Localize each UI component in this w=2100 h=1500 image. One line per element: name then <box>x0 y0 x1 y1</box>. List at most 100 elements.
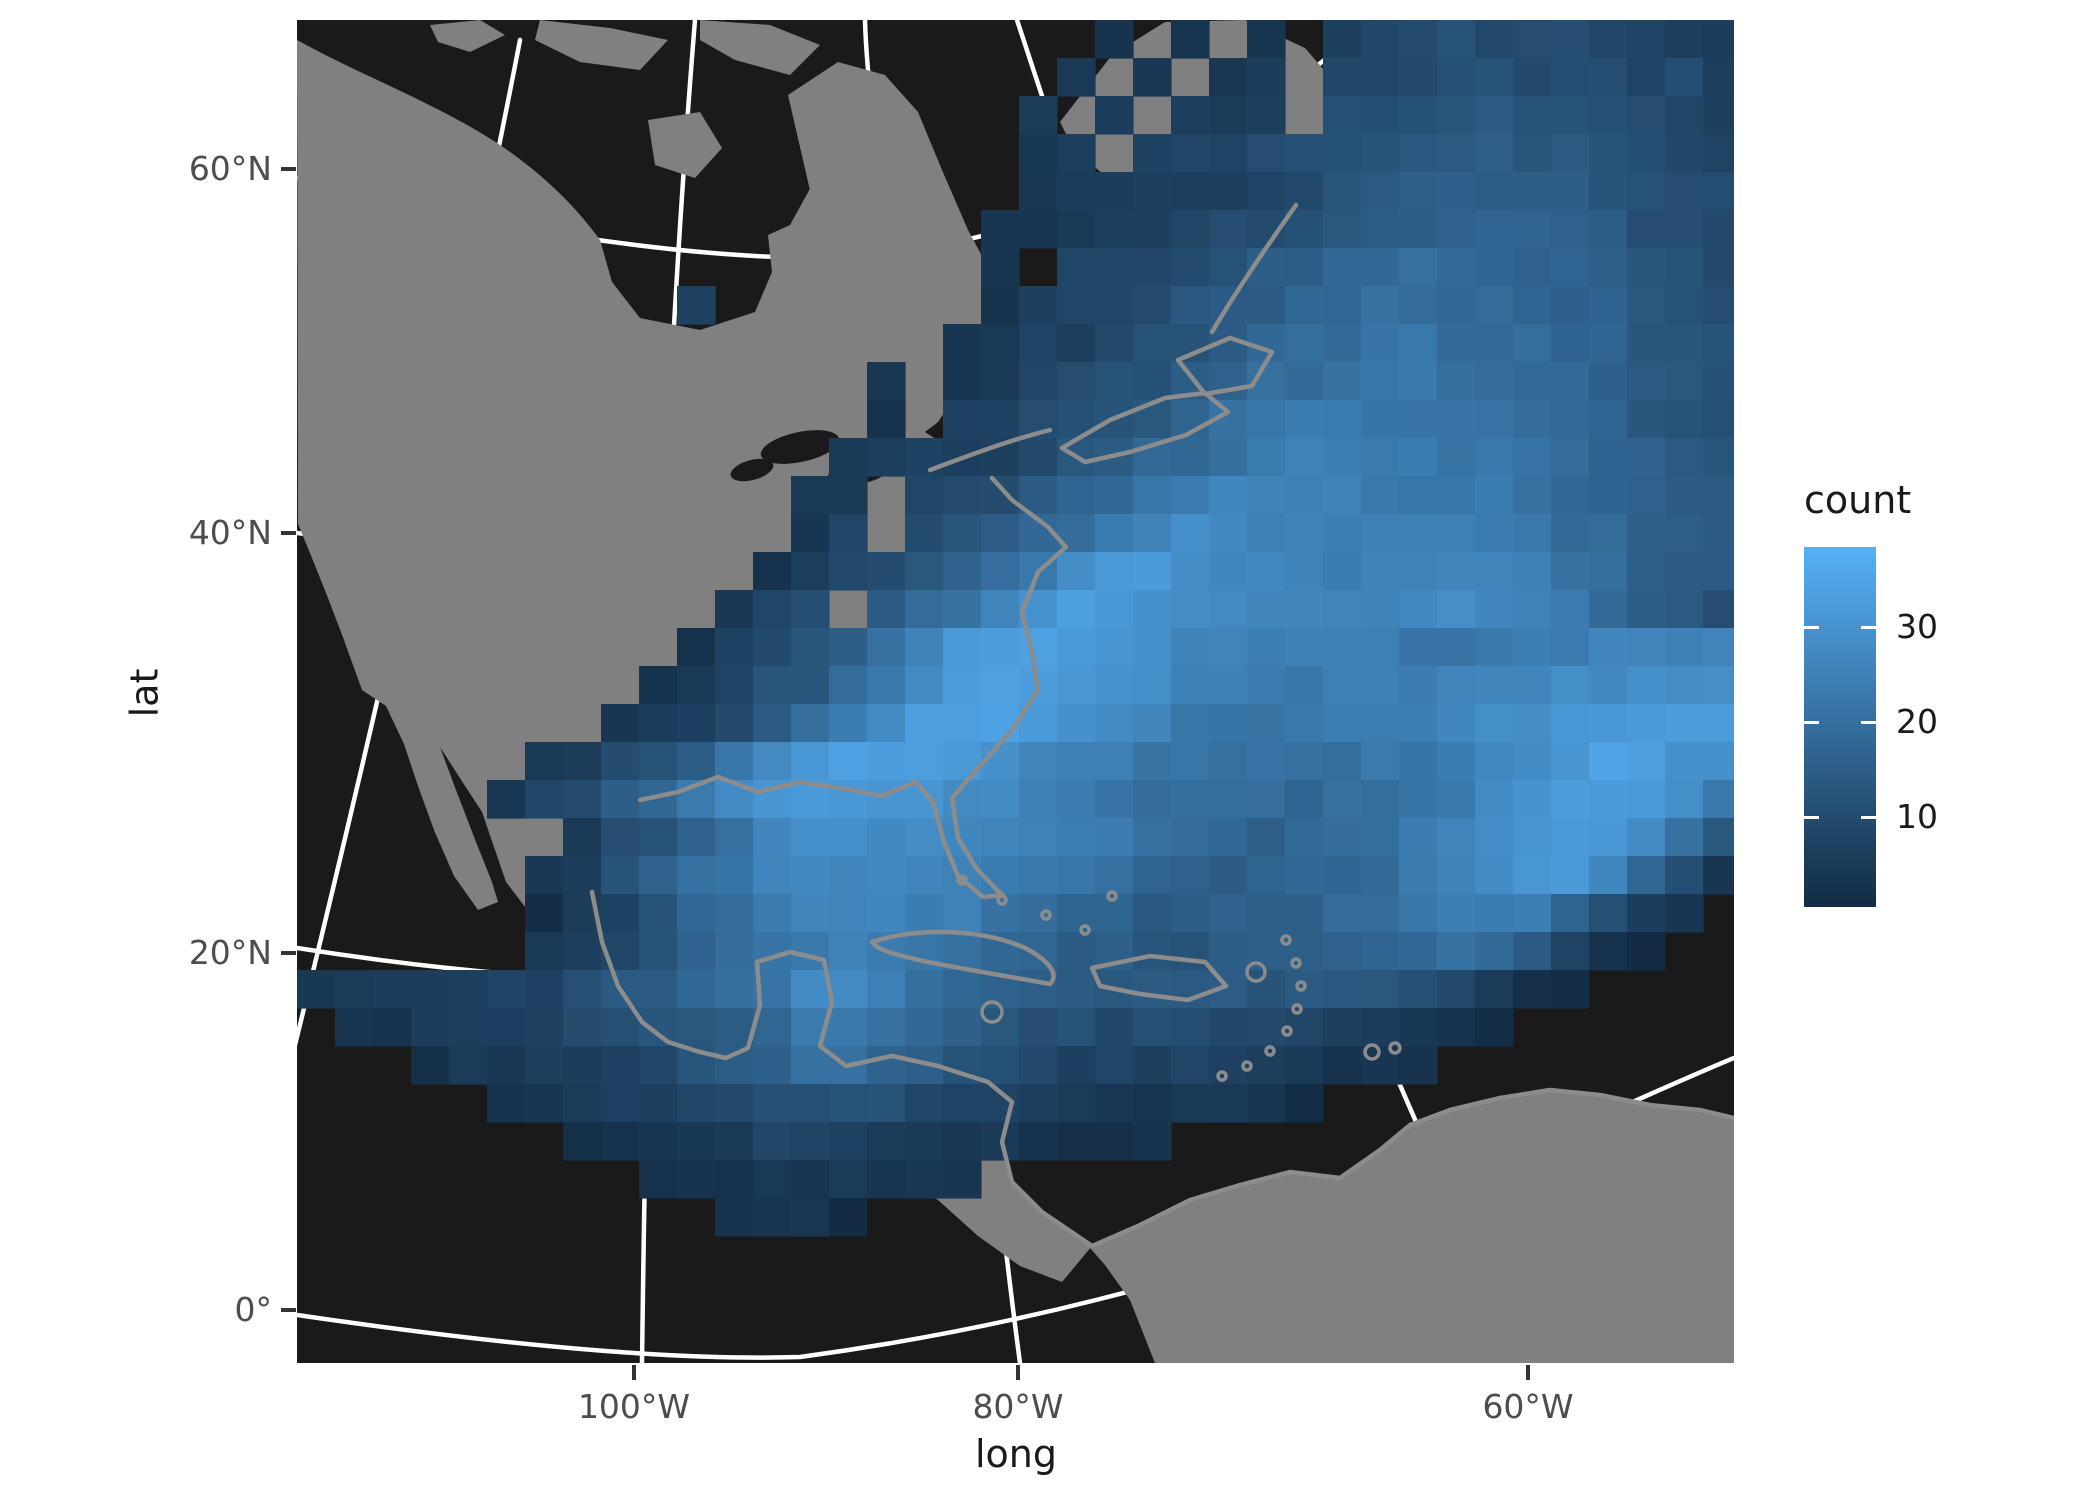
heat-tile <box>829 818 868 857</box>
heat-tile <box>981 704 1020 743</box>
heat-tile <box>1019 96 1058 135</box>
x-axis-tick-label: 100°W <box>577 1387 691 1426</box>
heat-tile <box>1095 818 1134 857</box>
heat-tile <box>1361 134 1400 173</box>
heat-tile <box>1589 172 1628 211</box>
heat-tile <box>1247 1084 1286 1123</box>
heat-tile <box>1475 590 1514 629</box>
heat-tile <box>791 476 830 515</box>
heat-tile <box>905 514 944 553</box>
heat-tile <box>715 894 754 933</box>
heat-tile <box>1323 286 1362 325</box>
heat-tile <box>1589 514 1628 553</box>
heat-tile <box>981 1046 1020 1085</box>
heat-tile <box>1171 20 1210 59</box>
heat-tile <box>1399 1046 1438 1085</box>
heat-tile <box>829 476 868 515</box>
heat-tile <box>1323 210 1362 249</box>
heat-tile <box>1437 286 1476 325</box>
land-polygon <box>788 62 1002 348</box>
heat-tile <box>1703 704 1734 743</box>
heat-tile <box>677 666 716 705</box>
heat-tile <box>1551 780 1590 819</box>
heat-tile <box>1209 742 1248 781</box>
heat-tile <box>1209 1046 1248 1085</box>
heat-tile <box>753 818 792 857</box>
heat-tile <box>297 970 336 1009</box>
heat-tile <box>1627 514 1666 553</box>
heat-tile <box>1171 476 1210 515</box>
heat-tile <box>1703 400 1734 439</box>
heat-tile <box>1665 362 1704 401</box>
heat-tile <box>1627 932 1666 971</box>
heat-tile <box>1209 590 1248 629</box>
heat-tile <box>1133 742 1172 781</box>
heat-tile <box>1171 552 1210 591</box>
lake <box>760 430 840 464</box>
heat-tile <box>1095 666 1134 705</box>
heat-tile <box>1551 552 1590 591</box>
heat-tile <box>1285 400 1324 439</box>
heat-tile <box>1627 286 1666 325</box>
heat-tile <box>1437 210 1476 249</box>
heat-tile <box>1475 96 1514 135</box>
heat-tile <box>1513 780 1552 819</box>
heat-tile <box>1095 20 1134 59</box>
heat-tile <box>905 1008 944 1047</box>
heat-tile <box>1703 286 1734 325</box>
heat-tile <box>1323 438 1362 477</box>
heat-tile <box>1057 286 1096 325</box>
heat-tile <box>1475 932 1514 971</box>
island-outline <box>1216 1070 1228 1082</box>
heat-tile <box>1627 248 1666 287</box>
land-polygon <box>430 20 505 52</box>
heat-tile <box>1703 628 1734 667</box>
heat-tile <box>677 628 716 667</box>
heat-tile <box>829 1008 868 1047</box>
island-outline <box>1281 1025 1293 1037</box>
heat-tile <box>677 1008 716 1047</box>
heat-tile <box>1285 780 1324 819</box>
heat-tile <box>905 590 944 629</box>
heat-tile <box>867 1084 906 1123</box>
heat-tile <box>1475 58 1514 97</box>
heat-tile <box>677 932 716 971</box>
heat-tile <box>1247 134 1286 173</box>
legend-tick-mark <box>1861 721 1876 724</box>
heat-tile <box>981 476 1020 515</box>
heat-tile <box>601 856 640 895</box>
heat-tile <box>1285 1046 1324 1085</box>
heat-tile <box>1133 58 1172 97</box>
heat-tile <box>1019 172 1058 211</box>
heat-tile <box>1133 324 1172 363</box>
heat-tile <box>1665 20 1704 59</box>
heat-tile <box>715 666 754 705</box>
heat-tile <box>1323 780 1362 819</box>
x-axis-tick-mark <box>632 1365 636 1380</box>
heat-tile <box>1095 172 1134 211</box>
heat-tile <box>1285 894 1324 933</box>
heat-tile <box>1399 476 1438 515</box>
heat-tile <box>829 666 868 705</box>
heat-tile <box>1095 96 1134 135</box>
heat-tile <box>791 666 830 705</box>
heat-tile <box>1323 742 1362 781</box>
heat-tile <box>1513 400 1552 439</box>
heat-tile <box>1665 590 1704 629</box>
heat-tile <box>1589 476 1628 515</box>
heat-tile <box>1057 1084 1096 1123</box>
heat-tile <box>753 742 792 781</box>
heat-tile <box>1057 324 1096 363</box>
heat-tile <box>1475 400 1514 439</box>
heat-tile <box>1703 438 1734 477</box>
heat-tile <box>1627 780 1666 819</box>
heat-tile <box>1361 894 1400 933</box>
heat-tile <box>639 1008 678 1047</box>
heat-tile <box>1627 894 1666 933</box>
heat-tile <box>1133 172 1172 211</box>
heat-tile <box>905 704 944 743</box>
heat-tile <box>1247 742 1286 781</box>
heat-tile <box>1627 742 1666 781</box>
heat-tile <box>1095 590 1134 629</box>
